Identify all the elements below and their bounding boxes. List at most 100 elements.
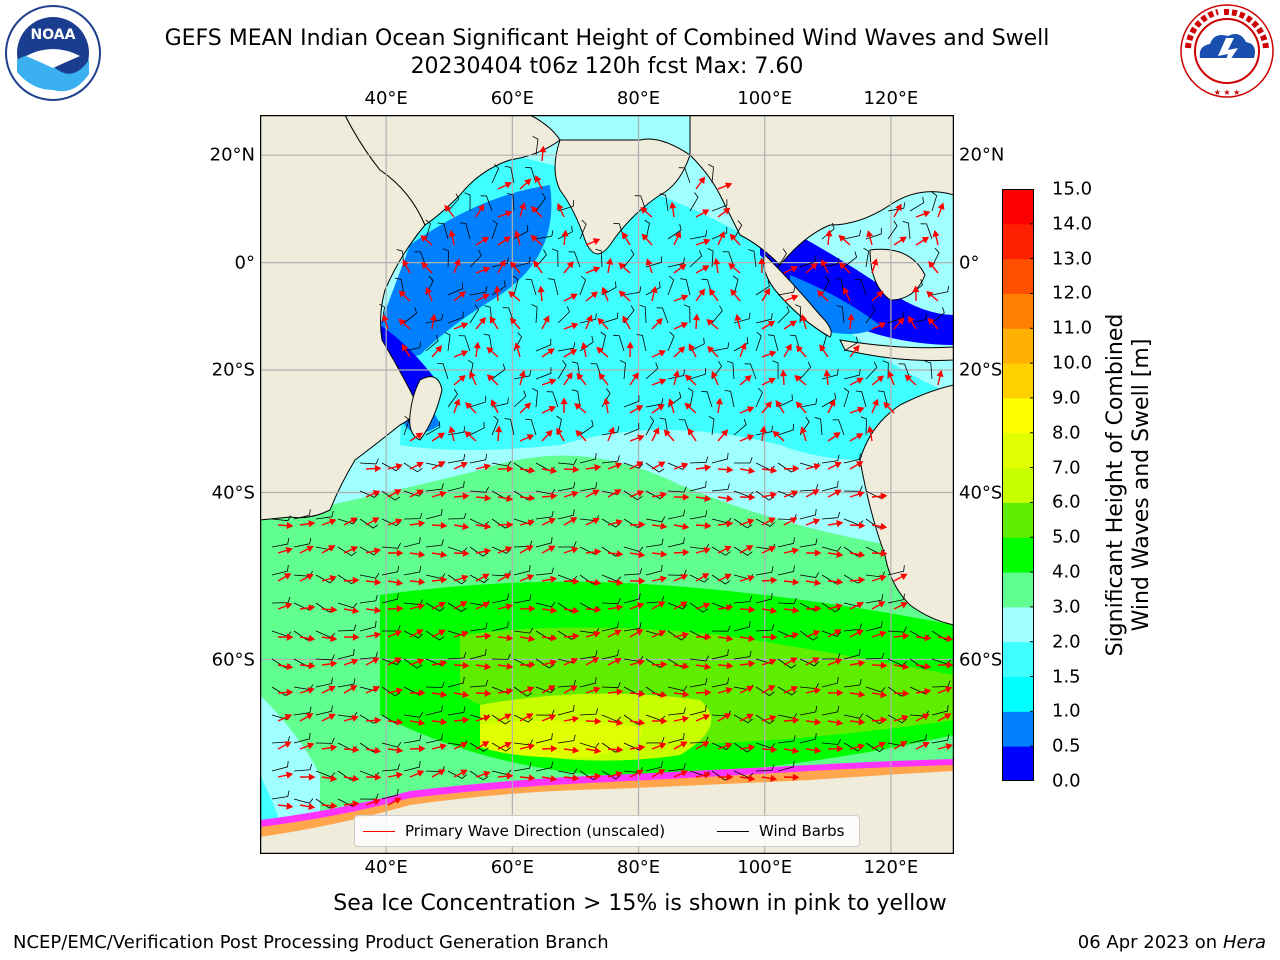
wind-barb (595, 248, 603, 268)
wind-barb (315, 574, 335, 584)
wind-barb (601, 574, 622, 582)
wave-arrow (299, 803, 316, 811)
wave-arrow (409, 461, 424, 470)
wave-arrow (409, 658, 425, 666)
wave-arrow (651, 601, 666, 610)
wave-arrow (585, 291, 599, 302)
wave-arrow (622, 315, 631, 330)
wind-barb (645, 416, 655, 436)
wind-barb (843, 387, 850, 408)
wind-barb (512, 275, 519, 296)
wind-barb (414, 251, 427, 268)
wave-arrow (497, 236, 511, 246)
wave-arrow (805, 549, 822, 557)
wind-barb (659, 417, 669, 436)
wind-barb (403, 760, 421, 772)
wave-arrow (651, 717, 668, 725)
wave-arrow (849, 601, 864, 610)
wave-arrow (805, 262, 818, 274)
wave-arrow (761, 546, 777, 554)
wind-barb (403, 537, 421, 548)
wind-barb (799, 255, 816, 268)
wind-barb (711, 677, 729, 688)
wave-arrow (343, 607, 360, 615)
wave-arrow (827, 461, 842, 470)
wave-arrow (387, 746, 404, 754)
wave-arrow (739, 493, 756, 501)
colorbar-tick: 15.0 (1052, 178, 1093, 200)
wave-arrow (849, 629, 864, 638)
colorbar-tick: 0.0 (1052, 770, 1081, 792)
wind-barb (359, 572, 380, 579)
wave-arrow (629, 521, 646, 529)
wave-arrow (673, 548, 690, 557)
wave-arrow (651, 550, 668, 558)
legend-wind-barbs-label: Wind Barbs (759, 822, 845, 840)
wave-arrow (673, 230, 682, 246)
wind-barb (271, 596, 291, 604)
wave-arrow (431, 461, 446, 470)
wave-arrow (387, 687, 404, 695)
wave-arrow (541, 406, 557, 414)
wave-arrow (465, 402, 477, 414)
wave-arrow (299, 545, 314, 554)
wind-barb (469, 648, 487, 660)
wind-barb (711, 342, 730, 352)
wind-barb (425, 313, 444, 324)
wind-barb (799, 658, 820, 667)
chart-subtitle: 20230404 t06z 120h fcst Max: 7.60 (410, 54, 804, 79)
wave-arrow (409, 489, 424, 498)
wind-barb (491, 742, 511, 752)
chart-title: GEFS MEAN Indian Ocean Significant Heigh… (164, 26, 1050, 51)
wave-arrow (827, 603, 843, 611)
wind-barb (645, 256, 663, 268)
wind-barb (755, 387, 763, 408)
wave-arrow (453, 630, 469, 638)
wave-arrow (783, 747, 800, 755)
wave-arrow (343, 546, 359, 554)
wind-barb (755, 331, 762, 352)
wave-arrow (739, 685, 754, 694)
wave-arrow (563, 606, 580, 615)
wave-arrow (541, 545, 556, 554)
wave-arrow (519, 605, 536, 613)
wave-arrow (431, 690, 448, 698)
wind-barb (799, 572, 820, 578)
colorbar-segment (1002, 467, 1034, 503)
wave-arrow (321, 713, 336, 722)
wind-barb (645, 737, 665, 744)
colorbar-segment (1002, 502, 1034, 538)
wind-barb (381, 542, 401, 549)
wave-arrow (629, 372, 639, 386)
wave-arrow (796, 345, 807, 358)
wind-barb (469, 421, 485, 436)
wind-barb (601, 770, 621, 780)
colorbar-tick: 10.0 (1052, 352, 1093, 374)
wave-arrow (519, 686, 535, 694)
wave-arrow (574, 403, 587, 414)
wave-arrow (365, 606, 382, 614)
wave-arrow (321, 744, 338, 752)
wave-arrow (607, 462, 623, 470)
wave-arrow (739, 660, 756, 668)
wave-arrow (597, 317, 609, 330)
wind-barb (865, 621, 883, 632)
wind-barb (865, 594, 884, 604)
wind-barb (557, 509, 575, 520)
wind-barb (571, 389, 581, 408)
wind-barb (557, 704, 575, 716)
wave-arrow (563, 685, 578, 694)
wave-arrow (321, 545, 336, 554)
arabian-sea-low-waves (380, 185, 552, 357)
wind-barb (843, 336, 859, 352)
wave-arrow (475, 293, 490, 302)
wave-arrow (651, 742, 667, 750)
wind-barb (525, 418, 537, 436)
wave-arrow (453, 716, 470, 724)
wave-arrow (519, 574, 535, 582)
wind-barb (645, 516, 666, 523)
wind-barb (315, 630, 336, 638)
wind-barb (711, 452, 729, 464)
wave-arrow (893, 714, 909, 722)
wave-arrow (453, 741, 468, 750)
